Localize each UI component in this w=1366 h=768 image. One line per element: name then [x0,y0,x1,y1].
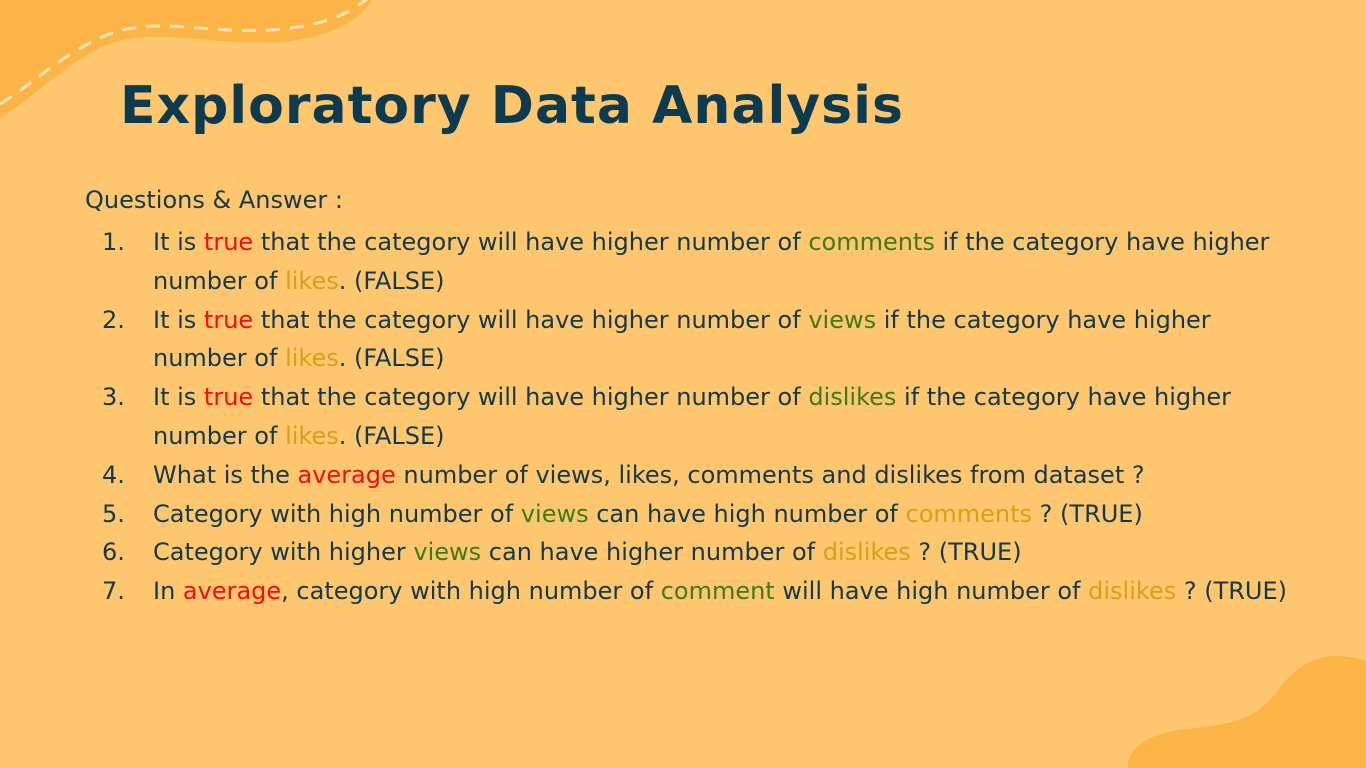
text-segment: ? (TRUE) [910,538,1022,567]
text-segment: if the category have higher number of [153,305,1211,373]
list-item: 1. It is true that the category will hav… [102,223,1302,301]
list-item: 5. Category with high number of views ca… [102,495,1302,534]
text-segment: that the category will have higher numbe… [253,305,809,334]
item-text: What is the average number of views, lik… [153,456,1302,495]
text-segment: . (FALSE) [338,344,445,373]
highlight-word: dislikes [1088,577,1177,606]
question-list: 1. It is true that the category will hav… [102,223,1302,611]
highlight-word: views [520,499,589,528]
item-text: It is true that the category will have h… [153,378,1302,456]
text-segment: can have higher number of [481,538,823,567]
list-item: 2. It is true that the category will hav… [102,301,1302,379]
highlight-word: average [182,577,282,606]
section-subtitle: Questions & Answer : [85,186,343,214]
item-number: 2. [102,305,125,334]
item-text: In average, category with high number of… [153,572,1302,611]
blob-shape [1127,655,1366,768]
highlight-word: likes [285,266,339,295]
text-segment: It is [153,228,204,256]
item-text: It is true that the category will have h… [153,223,1302,301]
list-item: 6. Category with higher views can have h… [102,533,1302,572]
item-number: 3. [102,383,125,412]
text-segment: . (FALSE) [338,266,445,295]
highlight-word: average [297,460,396,489]
list-item: 4. What is the average number of views, … [102,456,1302,495]
text-segment: ? (TRUE) [1176,577,1287,606]
highlight-word: true [203,228,254,256]
highlight-word: comments [905,499,1033,528]
item-text: Category with higher views can have high… [153,533,1302,572]
text-segment: Category with high number of [153,499,521,528]
highlight-word: views [808,305,877,334]
decorative-blob-top-left [0,0,372,118]
decorative-blob-bottom-right [1127,655,1366,768]
item-text: Category with high number of views can h… [153,495,1302,534]
item-number: 7. [102,577,125,606]
text-segment: . (FALSE) [338,421,445,450]
text-segment: Category with higher [153,538,414,567]
item-text: It is true that the category will have h… [153,301,1302,379]
text-segment: that the category will have higher numbe… [253,383,809,412]
page-title: Exploratory Data Analysis [120,76,904,136]
text-segment: In [153,577,183,606]
highlight-word: comment [660,577,775,606]
highlight-word: dislikes [808,383,897,412]
text-segment: It is [153,305,204,334]
highlight-word: views [413,538,482,567]
text-segment: It is [153,383,204,412]
text-segment: can have high number of [588,499,906,528]
list-item: 7. In average, category with high number… [102,572,1302,611]
item-number: 6. [102,538,125,567]
text-segment: that the category will have higher numbe… [253,228,809,256]
item-number: 1. [102,228,125,256]
text-segment: ? (TRUE) [1032,499,1143,528]
highlight-word: comments [808,228,935,256]
text-segment: , category with high number of [281,577,661,606]
text-segment: will have high number of [774,577,1089,606]
highlight-word: true [203,383,254,412]
dashed-curve [0,0,368,106]
highlight-word: likes [285,344,339,373]
highlight-word: true [203,305,254,334]
item-number: 4. [102,460,125,489]
highlight-word: likes [285,421,339,450]
highlight-word: dislikes [822,538,911,567]
item-number: 5. [102,499,125,528]
text-segment: if the category have higher number of [153,383,1231,450]
text-segment: if the category have higher number of [153,228,1270,295]
text-segment: number of views, likes, comments and dis… [395,460,1145,489]
list-item: 3. It is true that the category will hav… [102,378,1302,456]
text-segment: What is the [153,460,298,489]
